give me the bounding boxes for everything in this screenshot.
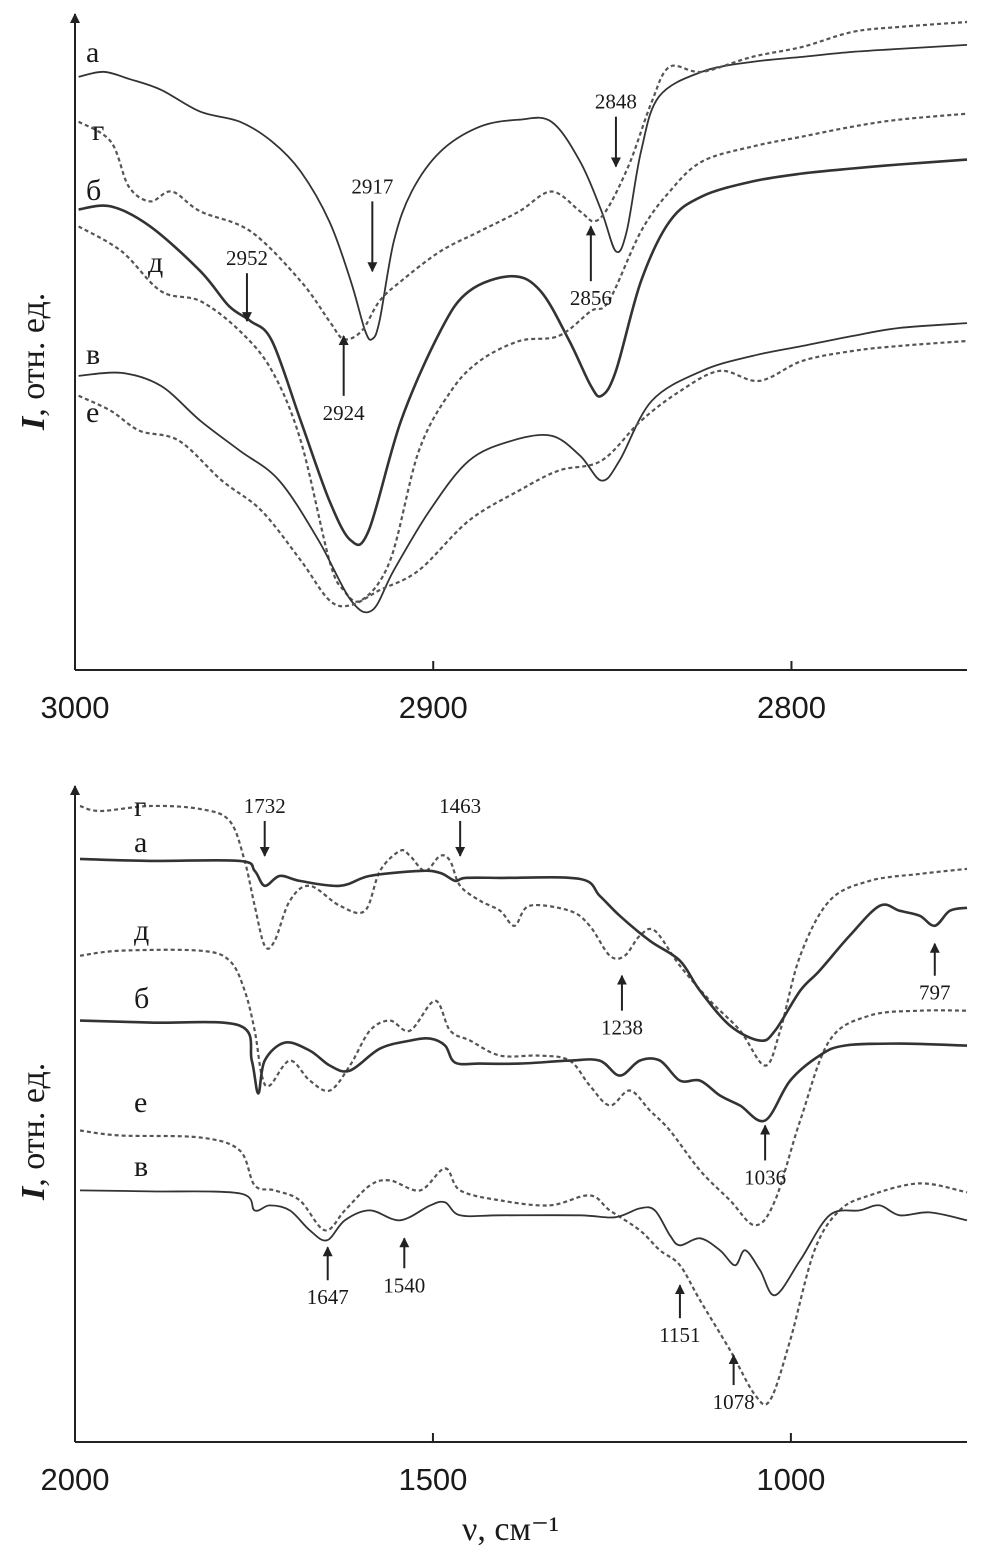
series-label-а: а: [134, 826, 147, 859]
series-label-е: е: [86, 396, 99, 429]
series-label-г: г: [134, 790, 146, 823]
peak-label-1463: 1463: [439, 794, 481, 818]
y-axis-units: , отн. ед.: [15, 1063, 52, 1187]
series-label-д: д: [134, 914, 149, 947]
y-axis-symbol: I: [15, 1185, 52, 1201]
x-tick-label: 2800: [757, 690, 826, 725]
peak-label-797: 797: [919, 981, 951, 1005]
peak-label-1732: 1732: [244, 794, 286, 818]
peak-label-1036: 1036: [744, 1165, 786, 1189]
peak-label-2952: 2952: [226, 246, 268, 270]
peak-label-1151: 1151: [659, 1323, 700, 1347]
series-label-а: а: [86, 36, 99, 69]
spectrum-line-д: [79, 948, 968, 1227]
series-label-е: е: [134, 1086, 147, 1119]
spectrum-line-б: [78, 158, 968, 547]
spectrum-line-г: [78, 20, 968, 341]
x-axis-label: ν, см⁻¹: [462, 1511, 559, 1548]
spectrum-line-е: [79, 1129, 968, 1406]
spectrum-line-б: [79, 1019, 968, 1123]
x-tick-label: 1000: [756, 1462, 825, 1497]
peak-label-1078: 1078: [713, 1390, 755, 1414]
peak-label-1540: 1540: [383, 1273, 425, 1297]
spectrum-line-а: [79, 857, 968, 1043]
series-label-д: д: [148, 246, 163, 279]
x-tick-label: 2900: [399, 690, 468, 725]
y-axis-symbol: I: [15, 415, 52, 431]
peak-label-2924: 2924: [323, 401, 366, 425]
top-panel: 3000 2900 2800 а гб д ве 2917 2848 2952 2924 2856: [41, 13, 968, 725]
top-y-axis-label: I, отн. ед.: [15, 293, 52, 431]
bottom-panel: 2000 1500 1000 га д б ев 1732 1463 1238 797 1036 164…: [41, 785, 968, 1497]
spectrum-line-е: [78, 339, 968, 608]
series-label-б: б: [134, 982, 149, 1015]
peak-label-2856: 2856: [570, 286, 612, 310]
peak-label-2917: 2917: [351, 174, 393, 198]
x-tick-label: 3000: [41, 690, 110, 725]
series-label-б: б: [86, 174, 101, 207]
bottom-y-axis-label: I, отн. ед.: [15, 1063, 52, 1201]
y-axis-units: , отн. ед.: [15, 293, 52, 417]
series-label-в: в: [134, 1150, 148, 1183]
peak-label-1647: 1647: [307, 1285, 349, 1309]
spectrum-line-г: [79, 804, 968, 1067]
x-tick-label: 1500: [398, 1462, 467, 1497]
peak-label-1238: 1238: [601, 1016, 643, 1040]
spectrum-line-а: [78, 44, 968, 341]
spectrum-line-д: [78, 112, 968, 603]
x-tick-label: 2000: [41, 1462, 110, 1497]
peak-label-2848: 2848: [595, 90, 637, 114]
series-label-в: в: [86, 338, 100, 371]
series-label-г: г: [92, 114, 104, 147]
spectrum-line-в: [79, 1189, 968, 1297]
spectrum-line-в: [78, 322, 968, 614]
